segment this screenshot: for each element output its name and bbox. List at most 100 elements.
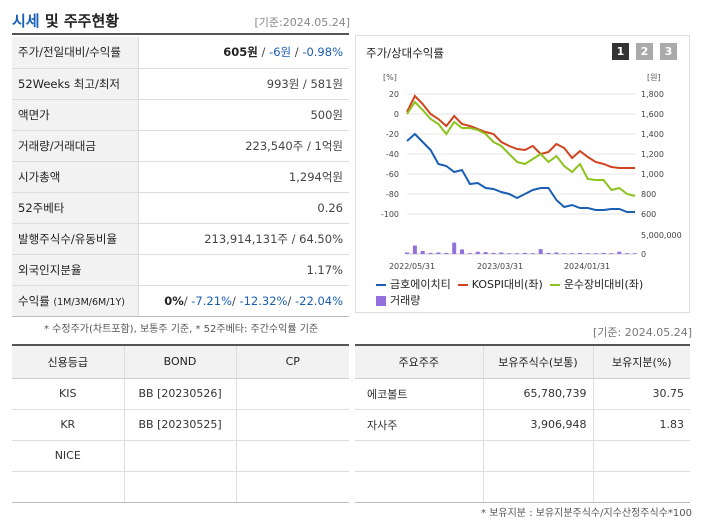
return-6m: -12.32% <box>239 294 288 309</box>
right-axis-unit: [원] <box>647 73 661 82</box>
chart-tab-3[interactable]: 3 <box>660 43 677 60</box>
quote-value: 0.26 <box>138 192 349 225</box>
quote-label: 외국인지분율 <box>12 254 139 287</box>
volume-zero-label: 0 <box>641 250 646 259</box>
left-axis-unit: [%] <box>383 73 397 82</box>
legend-label: KOSPI대비(좌) <box>471 278 543 291</box>
table-row: KR BB [20230525] <box>12 409 349 441</box>
quote-label: 52주베타 <box>12 192 139 225</box>
volume-bar <box>428 252 433 254</box>
volume-bar <box>578 252 582 254</box>
volume-bar <box>499 252 504 254</box>
cp-rating <box>236 440 349 472</box>
volume-bar <box>609 253 614 254</box>
quote-row: 52주베타 0.26 <box>12 192 349 225</box>
separator: / <box>231 294 240 309</box>
column-header: BOND <box>124 344 237 379</box>
column-header: 주요주주 <box>355 344 484 379</box>
price-change-pct: -0.98% <box>302 45 343 60</box>
quote-label: 시가총액 <box>12 161 139 193</box>
volume-bar <box>444 252 449 254</box>
left-tick-label: -60 <box>386 170 399 179</box>
volume-bar <box>546 252 551 254</box>
footnote-right: * 보유지분 : 보유지분주식수/지수산정주식수*100 <box>481 508 692 519</box>
holder-pct: 30.75 <box>593 378 690 410</box>
quote-value: 213,914,131주 / 64.50% <box>138 223 349 256</box>
cp-rating <box>236 378 349 410</box>
chart-tab-2[interactable]: 2 <box>636 43 653 60</box>
quote-row: 거래량/거래대금 223,540주 / 1억원 <box>12 130 349 162</box>
left-tick-label: -40 <box>386 150 399 159</box>
left-tick-label: -100 <box>381 210 399 219</box>
separator: / <box>287 294 295 309</box>
bond-rating: BB [20230526] <box>124 378 237 410</box>
header-divider <box>12 33 349 35</box>
price-change: -6원 <box>269 45 292 60</box>
return-3m: -7.21% <box>191 294 232 309</box>
quote-label: 52Weeks 최고/최저 <box>12 68 139 100</box>
page-title: 시세 및 주주현황 <box>12 10 119 31</box>
footnote-left: * 수정주가(차트포함), 보통주 기준, * 52주베타: 주간수익률 기준 <box>44 324 319 335</box>
price-chart: [%] [원] 20 0 -20 -40 -60 -80 -100 1,800 1,600 1,400… <box>381 73 682 271</box>
volume-bar <box>405 252 409 254</box>
quote-row: 외국인지분율 1.17% <box>12 254 349 287</box>
holder-name: 에코볼트 <box>355 378 484 410</box>
legend-label: 금호에이치티 <box>390 278 451 291</box>
chart-legend: 금호에이치티 KOSPI대비(좌) 운수장비대비(좌) <box>376 276 643 292</box>
legend-label: 운수장비대비(좌) <box>563 278 644 291</box>
quote-row: 발행주식수/유동비율 213,914,131주 / 64.50% <box>12 223 349 256</box>
cp-rating <box>236 471 349 503</box>
quote-value: 1,294억원 <box>138 161 349 193</box>
quote-label: 주가/전일대비/수익률 <box>12 37 139 69</box>
column-header: 보유지분(%) <box>593 344 690 379</box>
quote-label: 수익률 (1M/3M/6M/1Y) <box>12 285 139 318</box>
volume-bar <box>507 253 512 254</box>
quote-row: 액면가 500원 <box>12 99 349 131</box>
volume-bar <box>530 253 535 254</box>
legend-label: 거래량 <box>390 294 421 307</box>
volume-bar <box>436 252 441 254</box>
table-row: NICE <box>12 440 349 472</box>
quote-label: 거래량/거래대금 <box>12 130 139 162</box>
volume-bar <box>522 252 527 254</box>
column-header: 보유주식수(보통) <box>483 344 594 379</box>
holder-shares: 3,906,948 <box>483 409 594 441</box>
quote-row: 수익률 (1M/3M/6M/1Y) 0%/ -7.21%/ -12.32%/ -… <box>12 285 349 318</box>
column-header: CP <box>236 344 349 379</box>
volume-tick-label: 5,000,000 <box>641 231 682 240</box>
holder-shares: 65,780,739 <box>483 378 594 410</box>
agency: KR <box>12 409 125 441</box>
volume-bar <box>475 251 480 254</box>
holder-base-date: [기준: 2024.05.24] <box>592 326 692 339</box>
right-tick-label: 1,000 <box>641 170 664 179</box>
quote-table: 주가/전일대비/수익률 605원 / -6원 / -0.98% 52Weeks … <box>12 37 349 318</box>
quote-value: 223,540주 / 1억원 <box>138 130 349 162</box>
legend-item-sector: 운수장비대비(좌) <box>549 278 644 291</box>
return-periods: (1M/3M/6M/1Y) <box>53 297 125 309</box>
column-header: 신용등급 <box>12 344 125 379</box>
legend-item-volume: 거래량 <box>376 292 420 308</box>
chart-axes: [%] [원] 20 0 -20 -40 -60 -80 -100 1,800 1,600 1,400… <box>381 73 682 271</box>
x-tick-label: 2023/03/31 <box>477 262 523 271</box>
holder-shares <box>483 471 594 503</box>
chart-tab-1[interactable]: 1 <box>612 43 629 60</box>
separator: / <box>257 45 270 60</box>
base-date: [기준:2024.05.24] <box>254 16 350 29</box>
right-tick-label: 800 <box>641 190 656 199</box>
left-tick-label: -80 <box>386 190 399 199</box>
quote-row: 주가/전일대비/수익률 605원 / -6원 / -0.98% <box>12 37 349 69</box>
separator: / <box>291 45 303 60</box>
volume-bar <box>554 252 559 254</box>
left-tick-label: 20 <box>389 90 399 99</box>
volume-bar <box>467 253 472 254</box>
volume-bar <box>538 249 543 254</box>
series-line <box>406 94 635 169</box>
return-1m: 0% <box>164 294 184 309</box>
volume-bar <box>633 253 637 254</box>
right-tick-label: 600 <box>641 210 656 219</box>
quote-value: 605원 / -6원 / -0.98% <box>138 37 349 69</box>
volume-bar <box>483 252 488 254</box>
quote-label: 액면가 <box>12 99 139 131</box>
table-row <box>12 471 349 503</box>
agency: NICE <box>12 440 125 472</box>
